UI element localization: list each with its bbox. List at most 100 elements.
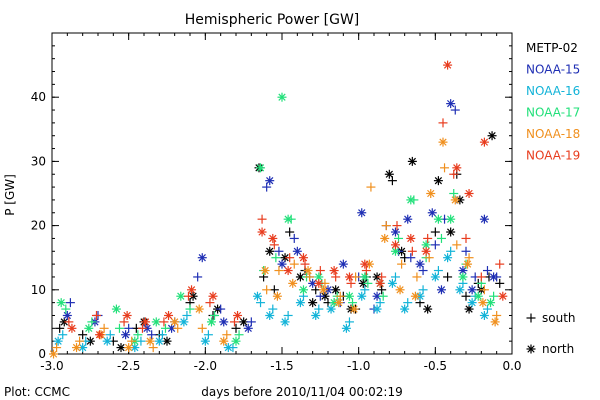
point-north (450, 195, 460, 205)
point-north (403, 214, 413, 224)
point-south (476, 272, 486, 282)
point-south (210, 310, 220, 320)
point-north (498, 291, 508, 301)
point-north (334, 298, 344, 308)
point-north (162, 336, 172, 346)
point-south (440, 163, 450, 173)
point-north (463, 259, 473, 269)
point-north (446, 214, 456, 224)
point-south (378, 291, 388, 301)
point-south (479, 285, 489, 295)
point-south (375, 298, 385, 308)
point-south (262, 182, 272, 192)
point-north (85, 336, 95, 346)
x-axis-label: days before 2010/11/04 00:02:19 (201, 385, 402, 399)
point-north (360, 272, 370, 282)
point-north (341, 323, 351, 333)
point-south (289, 259, 299, 269)
legend-series-label: NOAA-17 (526, 106, 580, 120)
point-north (479, 214, 489, 224)
point-north (56, 298, 66, 308)
point-south (361, 266, 371, 276)
point-south (185, 304, 195, 314)
point-south (331, 272, 341, 282)
point-north (145, 336, 155, 346)
point-north (372, 272, 382, 282)
point-north (170, 317, 180, 327)
point-north (375, 278, 385, 288)
point-north (436, 285, 446, 295)
point-south (274, 266, 284, 276)
point-south (61, 304, 71, 314)
point-south (315, 266, 325, 276)
point-south (412, 272, 422, 282)
point-south (363, 278, 373, 288)
point-north (252, 291, 262, 301)
point-south (406, 253, 416, 263)
point-north (223, 343, 233, 353)
point-south (315, 291, 325, 301)
point-north (372, 291, 382, 301)
point-north (438, 137, 448, 147)
point-north (49, 349, 59, 359)
point-south (461, 233, 471, 243)
point-north (197, 253, 207, 263)
point-south (268, 304, 278, 314)
point-south (269, 240, 279, 250)
point-south (348, 298, 358, 308)
point-south (231, 323, 241, 333)
point-north (395, 285, 405, 295)
point-north (121, 330, 131, 340)
point-south (58, 330, 68, 340)
y-tick-label: 30 (31, 154, 46, 168)
point-north (467, 298, 477, 308)
point-north (380, 233, 390, 243)
point-north (486, 298, 496, 308)
point-north (479, 310, 489, 320)
point-north (219, 336, 229, 346)
point-south (234, 330, 244, 340)
point-south (335, 291, 345, 301)
point-south (271, 253, 281, 263)
point-south (449, 189, 459, 198)
point-south (443, 272, 453, 282)
point-north (490, 317, 500, 327)
point-north (426, 189, 436, 198)
point-south (433, 266, 443, 276)
point-north (372, 304, 382, 314)
point-north (446, 227, 456, 237)
point-north (84, 323, 94, 333)
point-north (479, 137, 489, 147)
legend-marker-label: north (542, 342, 574, 356)
legend-series-label: METP-02 (526, 41, 578, 55)
point-north (265, 176, 275, 186)
legend-marker-label: south (542, 311, 576, 325)
point-south (197, 323, 207, 333)
x-tick-label: -2.0 (194, 359, 217, 373)
point-south (407, 246, 417, 256)
point-north (338, 259, 348, 269)
point-south (75, 336, 85, 346)
point-south (127, 336, 137, 346)
point-north (233, 310, 243, 320)
point-south (203, 330, 213, 340)
point-south (495, 259, 505, 269)
point-south (436, 233, 446, 243)
point-north (464, 189, 474, 198)
point-north (357, 208, 367, 218)
point-north (187, 285, 197, 295)
y-tick-label: 0 (38, 347, 46, 361)
point-north (430, 272, 440, 282)
point-south (461, 291, 471, 301)
y-tick-label: 20 (31, 219, 46, 233)
point-north (331, 285, 341, 295)
point-north (458, 266, 468, 276)
point-north (314, 272, 324, 282)
point-north (311, 310, 321, 320)
point-south (360, 285, 370, 295)
point-south (489, 291, 499, 301)
point-north (151, 317, 161, 327)
point-north (206, 317, 216, 327)
point-north (239, 317, 249, 327)
point-south (105, 330, 115, 340)
